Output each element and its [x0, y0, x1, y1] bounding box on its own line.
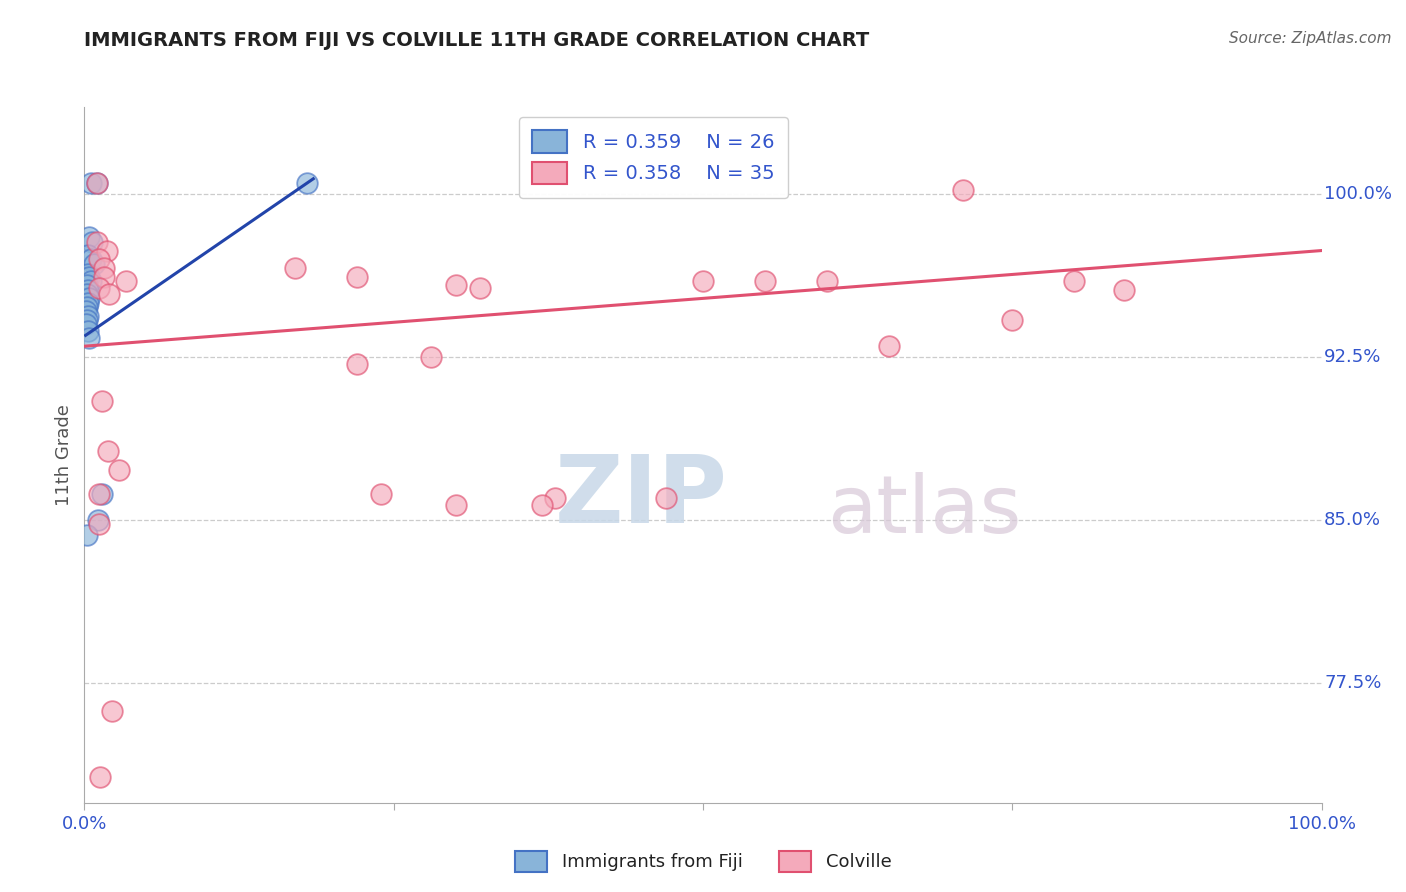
Point: [1063, 274, 1085, 288]
Point: [370, 487, 392, 501]
Point: [75, 304, 97, 318]
Text: ZIP: ZIP: [554, 450, 727, 542]
Text: 77.5%: 77.5%: [1324, 674, 1382, 692]
Point: [90, 487, 112, 501]
Point: [76, 278, 98, 293]
Point: [86, 176, 108, 190]
Y-axis label: 11th Grade: 11th Grade: [55, 404, 73, 506]
Point: [419, 350, 441, 364]
Point: [79, 274, 101, 288]
Point: [470, 280, 492, 294]
Point: [77, 248, 100, 262]
Point: [89, 487, 111, 501]
Point: [83, 257, 105, 271]
Point: [86, 176, 108, 190]
Point: [98, 287, 121, 301]
Point: [79, 269, 101, 284]
Point: [90, 393, 112, 408]
Point: [692, 274, 714, 288]
Point: [79, 291, 101, 305]
Point: [76, 300, 98, 314]
Point: [444, 498, 467, 512]
Point: [79, 176, 101, 190]
Point: [76, 287, 98, 301]
Point: [76, 313, 98, 327]
Point: [76, 528, 98, 542]
Point: [444, 278, 467, 293]
Text: 100.0%: 100.0%: [1324, 185, 1392, 203]
Point: [1112, 283, 1135, 297]
Point: [77, 324, 100, 338]
Point: [89, 517, 111, 532]
Point: [100, 705, 122, 719]
Point: [655, 491, 678, 506]
Point: [75, 318, 97, 332]
Point: [108, 463, 131, 477]
Point: [97, 443, 120, 458]
Point: [531, 498, 554, 512]
Point: [77, 295, 100, 310]
Point: [87, 513, 110, 527]
Point: [543, 491, 565, 506]
Point: [77, 283, 100, 297]
Point: [89, 770, 111, 784]
Text: 85.0%: 85.0%: [1324, 511, 1381, 529]
Point: [89, 280, 111, 294]
Point: [1001, 313, 1024, 327]
Point: [89, 252, 111, 267]
Point: [877, 339, 900, 353]
Point: [80, 235, 103, 249]
Text: IMMIGRANTS FROM FIJI VS COLVILLE 11TH GRADE CORRELATION CHART: IMMIGRANTS FROM FIJI VS COLVILLE 11TH GR…: [84, 31, 869, 50]
Point: [86, 235, 108, 249]
Point: [77, 268, 100, 282]
Point: [815, 274, 838, 288]
Point: [79, 252, 101, 267]
Point: [77, 309, 100, 323]
Text: atlas: atlas: [827, 472, 1021, 549]
Legend: Immigrants from Fiji, Colville: Immigrants from Fiji, Colville: [502, 838, 904, 884]
Text: 92.5%: 92.5%: [1324, 348, 1382, 366]
Point: [115, 274, 138, 288]
Point: [93, 260, 115, 275]
Point: [295, 176, 318, 190]
Point: [93, 269, 115, 284]
Point: [79, 230, 101, 244]
Point: [754, 274, 776, 288]
Point: [952, 183, 974, 197]
Point: [346, 357, 368, 371]
Point: [284, 260, 307, 275]
Point: [346, 269, 368, 284]
Point: [96, 244, 118, 258]
Point: [79, 330, 101, 344]
Text: Source: ZipAtlas.com: Source: ZipAtlas.com: [1229, 31, 1392, 46]
